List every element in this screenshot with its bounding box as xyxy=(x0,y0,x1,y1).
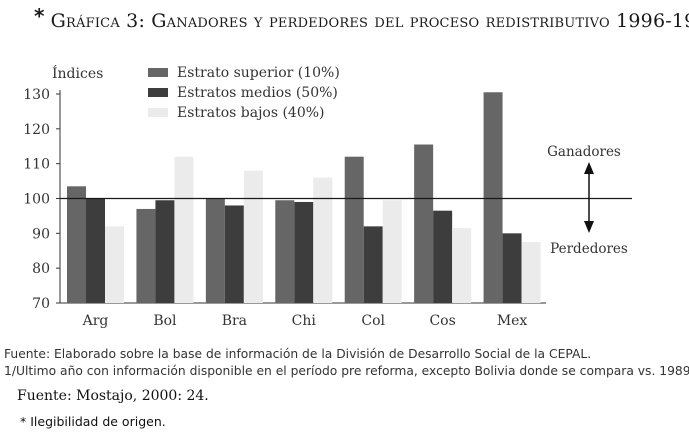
bar-bra-series-3 xyxy=(243,170,263,303)
figure-title: * Gráfica 3: Ganadores y perdedores del p… xyxy=(34,4,689,32)
bar-bol-series-3 xyxy=(174,156,194,303)
source-citation: Fuente: Mostajo, 2000: 24. xyxy=(17,388,209,404)
title-marker: * xyxy=(34,4,45,28)
y-tick-label: 90 xyxy=(32,226,50,242)
notes-line-1: Fuente: Elaborado sobre la base de infor… xyxy=(4,347,592,361)
bar-series: Arg Bol Bra Chi Col Cos Mex xyxy=(67,92,541,329)
bar-bra-series-1 xyxy=(205,198,225,303)
x-tick-label: Arg xyxy=(82,313,109,329)
x-tick-label: Bol xyxy=(153,313,177,329)
winner-loser-annotation: Ganadores Perdedores xyxy=(60,144,632,257)
losers-label: Perdedores xyxy=(550,241,628,257)
x-tick-label: Bra xyxy=(222,313,247,329)
y-tick-label: 80 xyxy=(32,261,50,277)
y-tick-label: 130 xyxy=(23,87,50,103)
bar-mex-series-1 xyxy=(483,92,503,303)
bar-chi-series-3 xyxy=(313,177,333,303)
legend: Estrato superior (10%) Estratos medios (5… xyxy=(148,65,340,121)
bar-col-series-3 xyxy=(382,200,402,303)
chart-notes: Fuente: Elaborado sobre la base de infor… xyxy=(4,346,689,380)
bar-col-series-1 xyxy=(344,156,364,303)
bar-bol-series-2 xyxy=(155,200,175,303)
y-tick-label: 100 xyxy=(23,192,50,208)
bar-mex-series-3 xyxy=(521,242,541,303)
y-axis-label: Índices xyxy=(52,64,103,82)
illegibility-note: * Ilegibilidad de origen. xyxy=(20,414,166,429)
bar-cos-series-3 xyxy=(452,228,472,303)
x-tick-label: Col xyxy=(361,313,385,329)
y-tick-label: 120 xyxy=(23,122,50,138)
bar-bol-series-1 xyxy=(136,208,156,303)
legend-swatch-3 xyxy=(148,108,168,117)
arrow-up-icon xyxy=(584,162,594,174)
bar-chart: Índices 70 80 90 100 110 120 130 Arg Bol Bra Chi C… xyxy=(23,64,632,329)
bar-arg-series-2 xyxy=(86,198,105,303)
title-text: Gráfica 3: Ganadores y perdedores del pr… xyxy=(50,10,689,32)
legend-swatch-2 xyxy=(148,88,168,97)
legend-swatch-1 xyxy=(148,68,168,77)
bar-cos-series-2 xyxy=(433,210,453,303)
legend-label-1: Estrato superior (10%) xyxy=(177,65,340,81)
bar-mex-series-2 xyxy=(502,233,522,303)
y-tick-label: 70 xyxy=(32,296,50,312)
arrow-down-icon xyxy=(584,221,594,233)
x-tick-label: Cos xyxy=(429,313,455,329)
bar-chi-series-1 xyxy=(275,200,295,303)
legend-label-2: Estratos medios (50%) xyxy=(177,85,338,101)
legend-label-3: Estratos bajos (40%) xyxy=(177,105,325,121)
bar-col-series-2 xyxy=(363,226,383,303)
bar-cos-series-1 xyxy=(414,144,434,303)
bar-chi-series-2 xyxy=(294,201,314,303)
bar-bra-series-2 xyxy=(224,205,244,303)
bar-arg-series-3 xyxy=(105,226,124,303)
bar-arg-series-1 xyxy=(67,186,86,303)
notes-line-2: 1/Ultimo año con información disponible … xyxy=(4,364,689,378)
x-tick-label: Mex xyxy=(497,313,528,329)
x-tick-label: Chi xyxy=(292,313,317,329)
winners-label: Ganadores xyxy=(547,144,621,160)
y-tick-label: 110 xyxy=(23,157,50,173)
